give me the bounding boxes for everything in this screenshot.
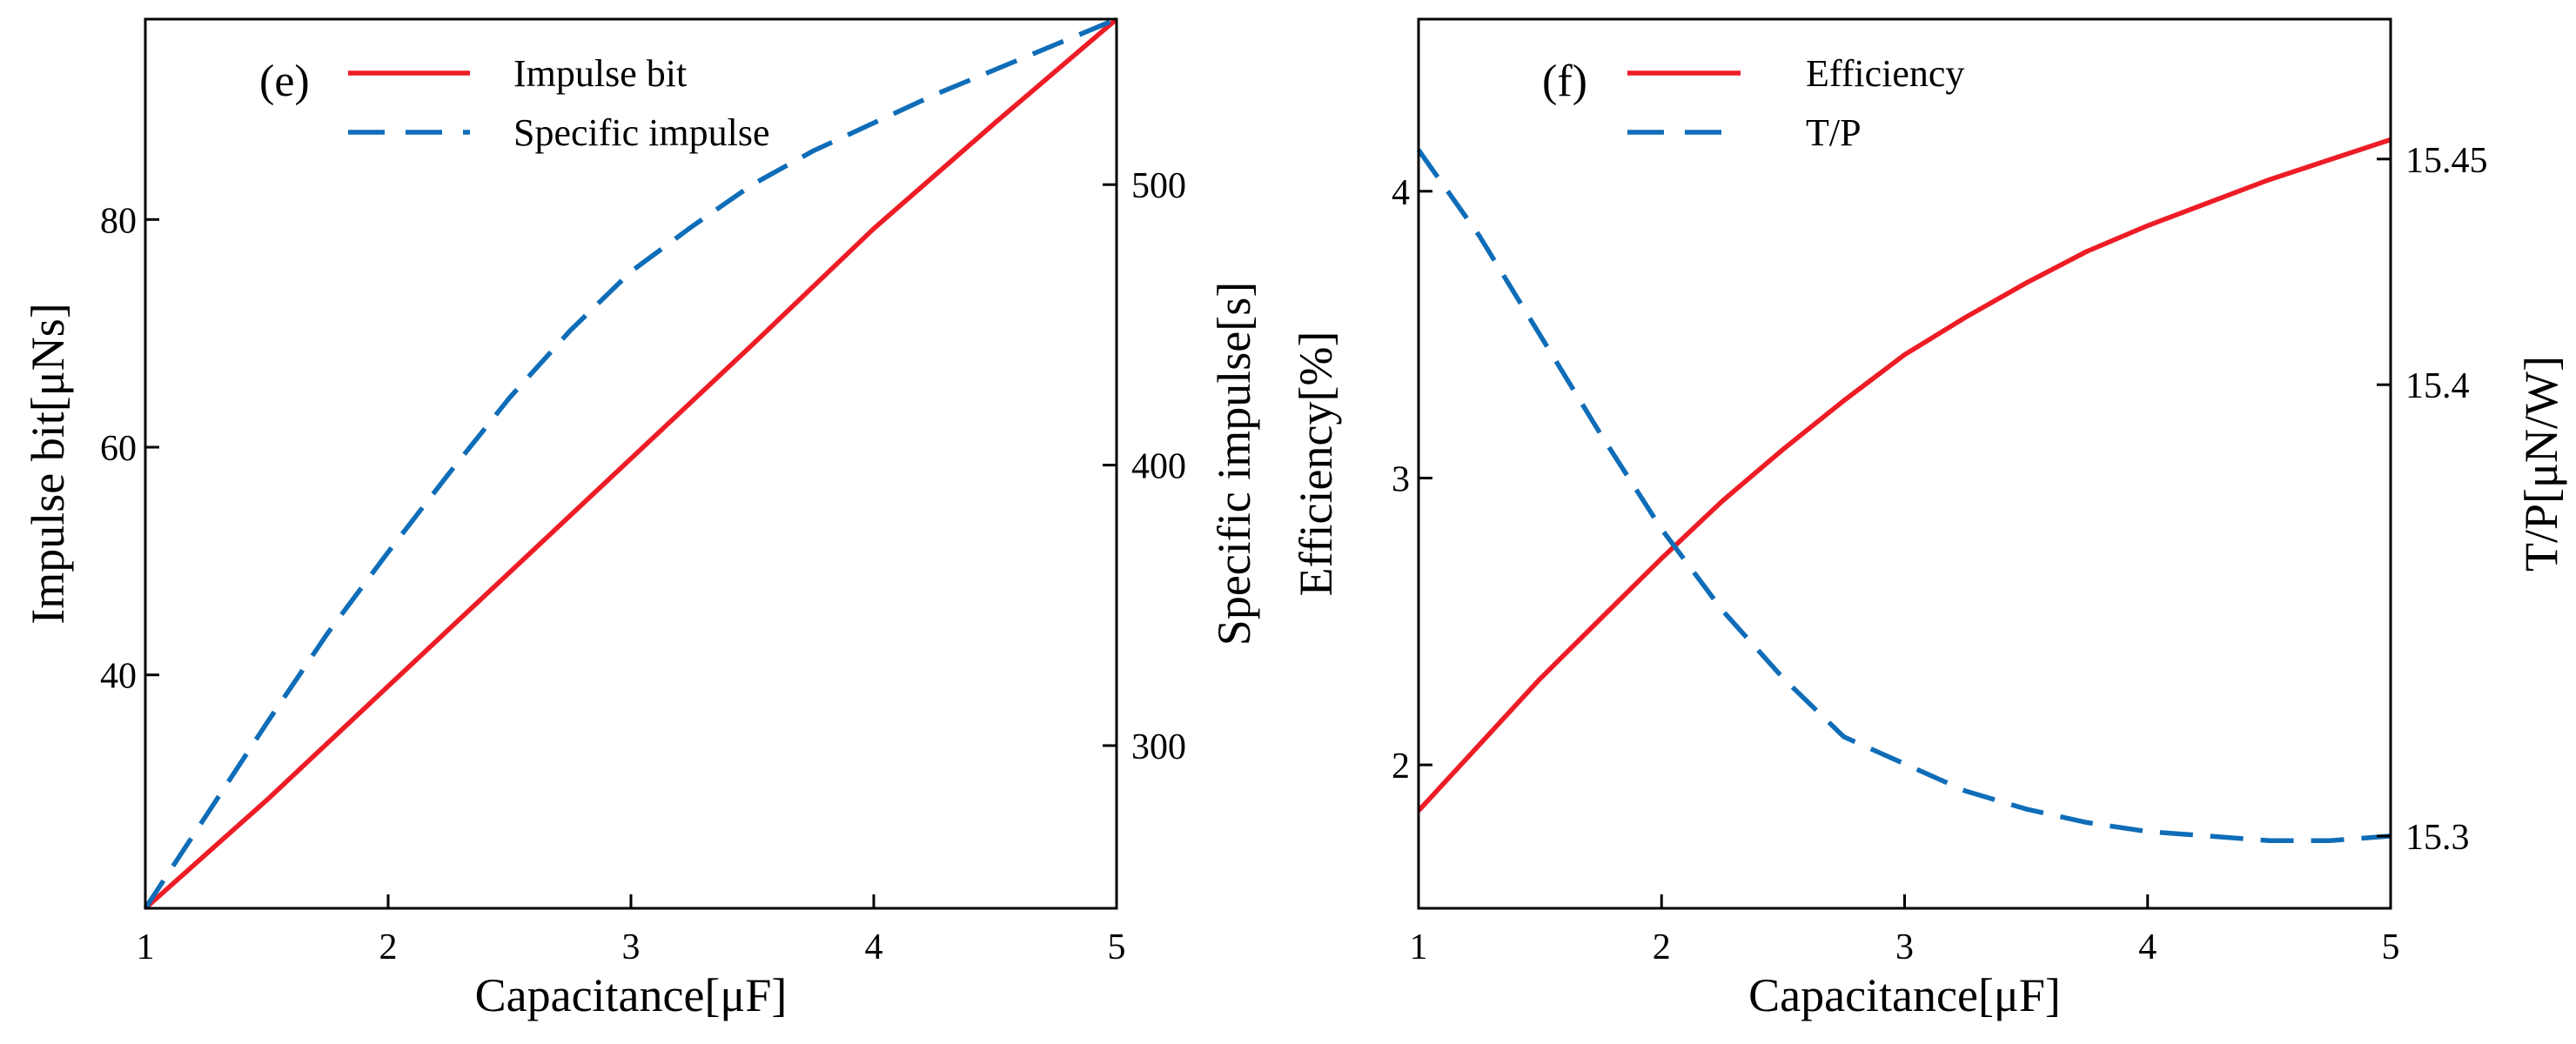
y-right-tick-label: 300	[1131, 727, 1186, 767]
panel-label: (f)	[1542, 57, 1587, 106]
y-left-axis-title: Efficiency[%]	[1290, 331, 1342, 597]
y-left-tick-label: 2	[1392, 746, 1410, 786]
y-right-tick-label: 15.45	[2405, 141, 2488, 181]
y-left-axis-title: Impulse bit[μNs]	[22, 303, 74, 624]
legend-label: Impulse bit	[513, 52, 687, 95]
panel-f: 1 2 3 4 5 2 3 4 15.3 15.4 15.45 Capacitance[μF] Effi…	[1290, 17, 2567, 1021]
plot-frame	[1417, 17, 2392, 910]
panel-e: 1 2 3 4 5 40 60 80 300 400 500 Capacitance[μF] Impul…	[22, 17, 1260, 1021]
y-left-tick-label: 4	[1392, 173, 1410, 213]
x-tick-label: 2	[379, 927, 398, 967]
y-right-tick-label: 500	[1131, 166, 1186, 206]
x-tick-label: 4	[2138, 927, 2157, 967]
y-left-tick-label: 80	[100, 201, 137, 241]
legend-label: Efficiency	[1806, 52, 1964, 95]
panel-label: (e)	[259, 57, 310, 106]
x-tick-label: 3	[1895, 927, 1914, 967]
y-left-tick-label: 60	[100, 429, 137, 469]
y-right-tick-label: 15.3	[2405, 818, 2470, 858]
y-right-axis-title: T/P[μN/W]	[2515, 356, 2567, 572]
y-right-tick-label: 15.4	[2405, 366, 2470, 406]
x-tick-label: 3	[622, 927, 641, 967]
x-tick-label: 4	[865, 927, 883, 967]
legend-label: Specific impulse	[513, 111, 770, 154]
y-left-tick-label: 40	[100, 657, 137, 697]
x-tick-label: 1	[137, 927, 155, 967]
series-line-efficiency	[1416, 137, 2392, 813]
legend-label: T/P	[1806, 111, 1862, 154]
x-axis-title: Capacitance[μF]	[475, 969, 788, 1021]
series-line-impulse-bit	[144, 17, 1118, 911]
x-tick-label: 5	[1108, 927, 1126, 967]
x-tick-label: 1	[1410, 927, 1428, 967]
x-tick-label: 2	[1653, 927, 1671, 967]
y-right-tick-label: 400	[1131, 447, 1186, 487]
x-axis-title: Capacitance[μF]	[1748, 969, 2061, 1021]
x-tick-label: 5	[2382, 927, 2400, 967]
y-right-axis-title: Specific impulse[s]	[1208, 282, 1260, 646]
series-line-t-p	[1416, 148, 2392, 843]
series-line-specific-impulse	[143, 17, 1118, 910]
y-left-tick-label: 3	[1392, 459, 1410, 499]
